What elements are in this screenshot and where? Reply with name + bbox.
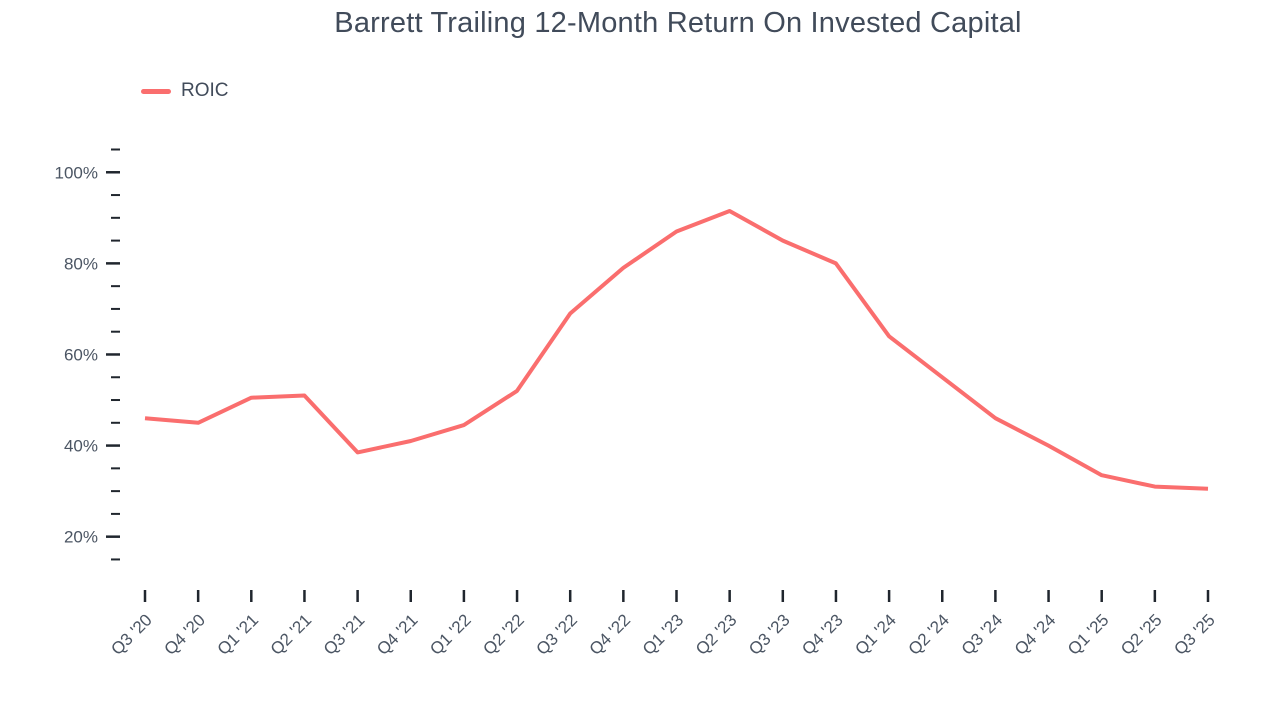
x-axis-tick-label: Q2 '21 <box>267 610 315 658</box>
x-axis-tick-label: Q1 '24 <box>851 610 899 658</box>
x-axis-tick-label: Q1 '23 <box>639 610 687 658</box>
x-axis-tick-label: Q4 '21 <box>373 610 421 658</box>
x-axis-tick-label: Q2 '25 <box>1117 610 1165 658</box>
x-axis-tick-label: Q2 '23 <box>692 610 740 658</box>
x-axis-tick-label: Q2 '22 <box>479 610 527 658</box>
y-axis-tick-label: 40% <box>64 437 98 456</box>
x-axis-tick-label: Q3 '24 <box>958 610 1006 658</box>
x-axis-tick-label: Q1 '22 <box>426 610 474 658</box>
roic-line <box>144 209 1209 491</box>
legend-label-roic: ROIC <box>181 80 229 101</box>
y-axis-tick-label: 20% <box>64 528 98 547</box>
x-axis-tick-label: Q4 '22 <box>586 610 634 658</box>
y-axis-tick-label: 60% <box>64 345 98 364</box>
y-axis-tick-label: 80% <box>64 254 98 273</box>
x-axis-tick-label: Q4 '20 <box>160 610 208 658</box>
x-axis-tick-label: Q3 '23 <box>745 610 793 658</box>
x-axis-tick-label: Q3 '25 <box>1170 610 1218 658</box>
x-axis-tick-label: Q1 '21 <box>214 610 262 658</box>
y-axis-tick-label: 100% <box>55 163 98 182</box>
legend: ROIC <box>141 80 229 102</box>
x-axis-tick-label: Q3 '20 <box>107 610 155 658</box>
x-axis-tick-label: Q3 '21 <box>320 610 368 658</box>
x-axis-tick-label: Q2 '24 <box>905 610 953 658</box>
x-axis-tick-label: Q3 '22 <box>533 610 581 658</box>
x-axis-tick-label: Q4 '24 <box>1011 610 1059 658</box>
x-axis-tick-label: Q1 '25 <box>1064 610 1112 658</box>
legend-line-swatch <box>141 88 171 94</box>
x-axis-tick-label: Q4 '23 <box>798 610 846 658</box>
chart-title: Barrett Trailing 12-Month Return On Inve… <box>334 7 1022 39</box>
